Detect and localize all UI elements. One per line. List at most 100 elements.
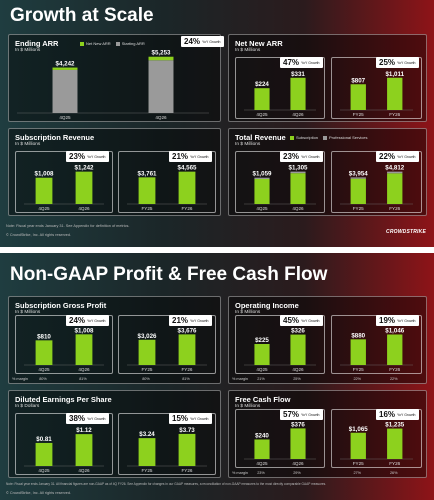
panel-ending-arr: Ending ARR In $ Millions Net New ARR Sta… (8, 34, 224, 122)
bar-value-4q26 (75, 334, 93, 365)
tick-label-fy25: FY25 (353, 461, 364, 466)
growth-badge: 23% YoY Growth (66, 151, 109, 162)
operating-income-margins: % margin 21% 25% 22% 22% (232, 377, 398, 381)
tick-label-fy26: FY26 (389, 461, 400, 466)
tick-label-fy25: FY25 (353, 206, 364, 211)
legend-label-net-new-arr: Net New ARR (86, 41, 111, 46)
subpanel-fiscal-year: 19% YoY Growth $880 FY25 $1,046 FY26 (331, 315, 422, 374)
operating-income-quarter-chart: $225 4Q25 $326 4Q26 (244, 328, 316, 372)
growth-badge: 45% YoY Growth (280, 315, 323, 326)
legend-label-starting-arr: Starting ARR (121, 41, 145, 46)
growth-label: YoY Growth (301, 412, 320, 417)
bar-value-fy26 (178, 171, 196, 204)
data-label-fy26: $3.73 (179, 427, 195, 434)
growth-badge: 22% YoY Growth (376, 151, 419, 162)
growth-percent: 21% (172, 152, 189, 161)
data-label-4q26: $5,253 (152, 50, 171, 57)
growth-label: YoY Growth (397, 412, 416, 417)
subpanel-fiscal-year: 16% YoY Growth $1,065 FY25 $1,235 FY26 (331, 409, 422, 468)
data-label-fy26: $4,565 (178, 165, 197, 172)
bar-value-fy25 (138, 177, 156, 204)
subscription-revenue-quarter-chart: $1,008 4Q25 $1,242 4Q26 (24, 165, 104, 211)
slide-title: Non-GAAP Profit & Free Cash Flow (10, 264, 328, 285)
panel-total-revenue: Total Revenue In $ Millions Subscription… (228, 128, 427, 216)
bar-starting-arr-4q26 (148, 60, 174, 113)
growth-label: YoY Growth (202, 39, 221, 44)
data-label-4q26: $1.12 (76, 427, 92, 434)
panel-title: Diluted Earnings Per Share (15, 395, 112, 404)
fcf-fy-chart: $1,065 FY25 $1,235 FY26 (340, 422, 413, 466)
net-new-arr-fy-chart: $807 FY25 $1,011 FY26 (340, 71, 413, 117)
bar-professional-services-fy26 (387, 171, 403, 174)
growth-badge: 19% YoY Growth (376, 315, 419, 326)
tick-label-fy26: FY26 (182, 367, 193, 372)
bar-value-4q26 (290, 77, 306, 110)
growth-percent: 57% (283, 410, 300, 419)
margin-value-fy26: 81% (182, 377, 190, 381)
margin-value-fy26: 22% (390, 377, 398, 381)
subpanel-quarter: 57% YoY Growth $240 4Q25 $376 4Q26 (235, 409, 325, 468)
growth-badge: 16% YoY Growth (376, 409, 419, 420)
data-label-fy26: $1,046 (385, 327, 404, 334)
tick-label-4q26: 4Q26 (292, 206, 304, 211)
tick-label-4q26: 4Q26 (292, 367, 304, 372)
subpanel-fiscal-year: 15% YoY Growth $3.24 FY25 $3.73 FY26 (118, 413, 216, 475)
panel-subscription-revenue: Subscription Revenue In $ Millions 23% Y… (8, 128, 221, 216)
legend: Subscription Professional Services (285, 135, 367, 140)
growth-percent: 23% (283, 152, 300, 161)
data-label-fy26: $4,812 (385, 165, 404, 172)
total-revenue-fy-chart: $3,954 FY25 $4,812 FY26 (340, 165, 413, 211)
footer-note: Note: Fiscal year ends January 31. All f… (6, 482, 327, 486)
margin-row-label: % margin (232, 377, 248, 381)
bar-value-fy26 (387, 334, 403, 365)
bar-professional-services-fy25 (350, 177, 366, 179)
data-label-4q26: $326 (291, 328, 305, 335)
margin-value-4q26: 29% (293, 471, 301, 475)
panel-unit: In $ Millions (235, 142, 261, 147)
subpanel-quarter: 47% YoY Growth $224 4Q25 $331 4Q26 (235, 57, 325, 119)
bar-value-fy25 (350, 432, 366, 459)
bar-net-new-arr-4q25 (52, 67, 78, 70)
subpanel-fiscal-year: 21% YoY Growth $3,026 FY25 $3,676 FY26 (118, 315, 216, 374)
growth-percent: 45% (283, 316, 300, 325)
copyright: © CrowdStrike, Inc. All rights reserved. (6, 491, 72, 495)
margin-row-label: % margin (232, 471, 248, 475)
margin-value-4q25: 23% (257, 471, 265, 475)
bar-value-4q26 (75, 434, 93, 466)
growth-percent: 24% (184, 37, 201, 46)
panel-unit: In $ Dollars (15, 404, 40, 409)
tick-label-4q25: 4Q25 (256, 112, 268, 117)
bar-value-4q25 (35, 442, 53, 466)
growth-percent: 25% (379, 58, 396, 67)
tick-label-fy26: FY26 (182, 206, 193, 211)
bar-net-new-arr-4q26 (148, 56, 174, 61)
growth-percent: 47% (283, 58, 300, 67)
panel-operating-income: Operating Income In $ Millions 45% YoY G… (228, 296, 427, 384)
bar-value-4q26 (75, 171, 93, 204)
bar-value-fy26 (387, 428, 403, 459)
data-label-4q26: $331 (291, 71, 305, 78)
legend-label-professional-services: Professional Services (329, 135, 368, 140)
gross-profit-quarter-chart: $810 4Q25 $1,008 4Q26 (24, 327, 104, 372)
subpanel-fiscal-year: 21% YoY Growth $3,761 FY25 $4,565 FY26 (118, 151, 216, 213)
crowdstrike-logo: CROWDSTRIKE (386, 229, 426, 235)
growth-label: YoY Growth (397, 318, 416, 323)
data-label-fy25: $3.24 (139, 431, 155, 438)
subpanel-quarter: 45% YoY Growth $225 4Q25 $326 4Q26 (235, 315, 325, 374)
tick-label-4q25: 4Q25 (59, 115, 71, 120)
bar-subscription-4q26 (290, 173, 306, 204)
bar-value-fy26 (178, 334, 196, 365)
growth-badge: 23% YoY Growth (280, 151, 323, 162)
margin-value-4q25: 80% (39, 377, 47, 381)
tick-label-fy26: FY26 (389, 367, 400, 372)
data-label-fy25: $3,954 (349, 170, 368, 177)
tick-label-fy26: FY26 (182, 468, 193, 473)
growth-label: YoY Growth (397, 60, 416, 65)
ending-arr-chart: $4,242 4Q25 $5,253 4Q26 (17, 50, 209, 120)
growth-label: YoY Growth (301, 154, 320, 159)
bar-value-fy25 (138, 339, 156, 365)
growth-badge: 47% YoY Growth (280, 57, 323, 68)
panel-free-cash-flow: Free Cash Flow In $ Millions 57% YoY Gro… (228, 390, 427, 478)
bar-value-4q26 (290, 428, 306, 459)
fcf-margins: % margin 23% 29% 27% 26% (232, 471, 398, 475)
